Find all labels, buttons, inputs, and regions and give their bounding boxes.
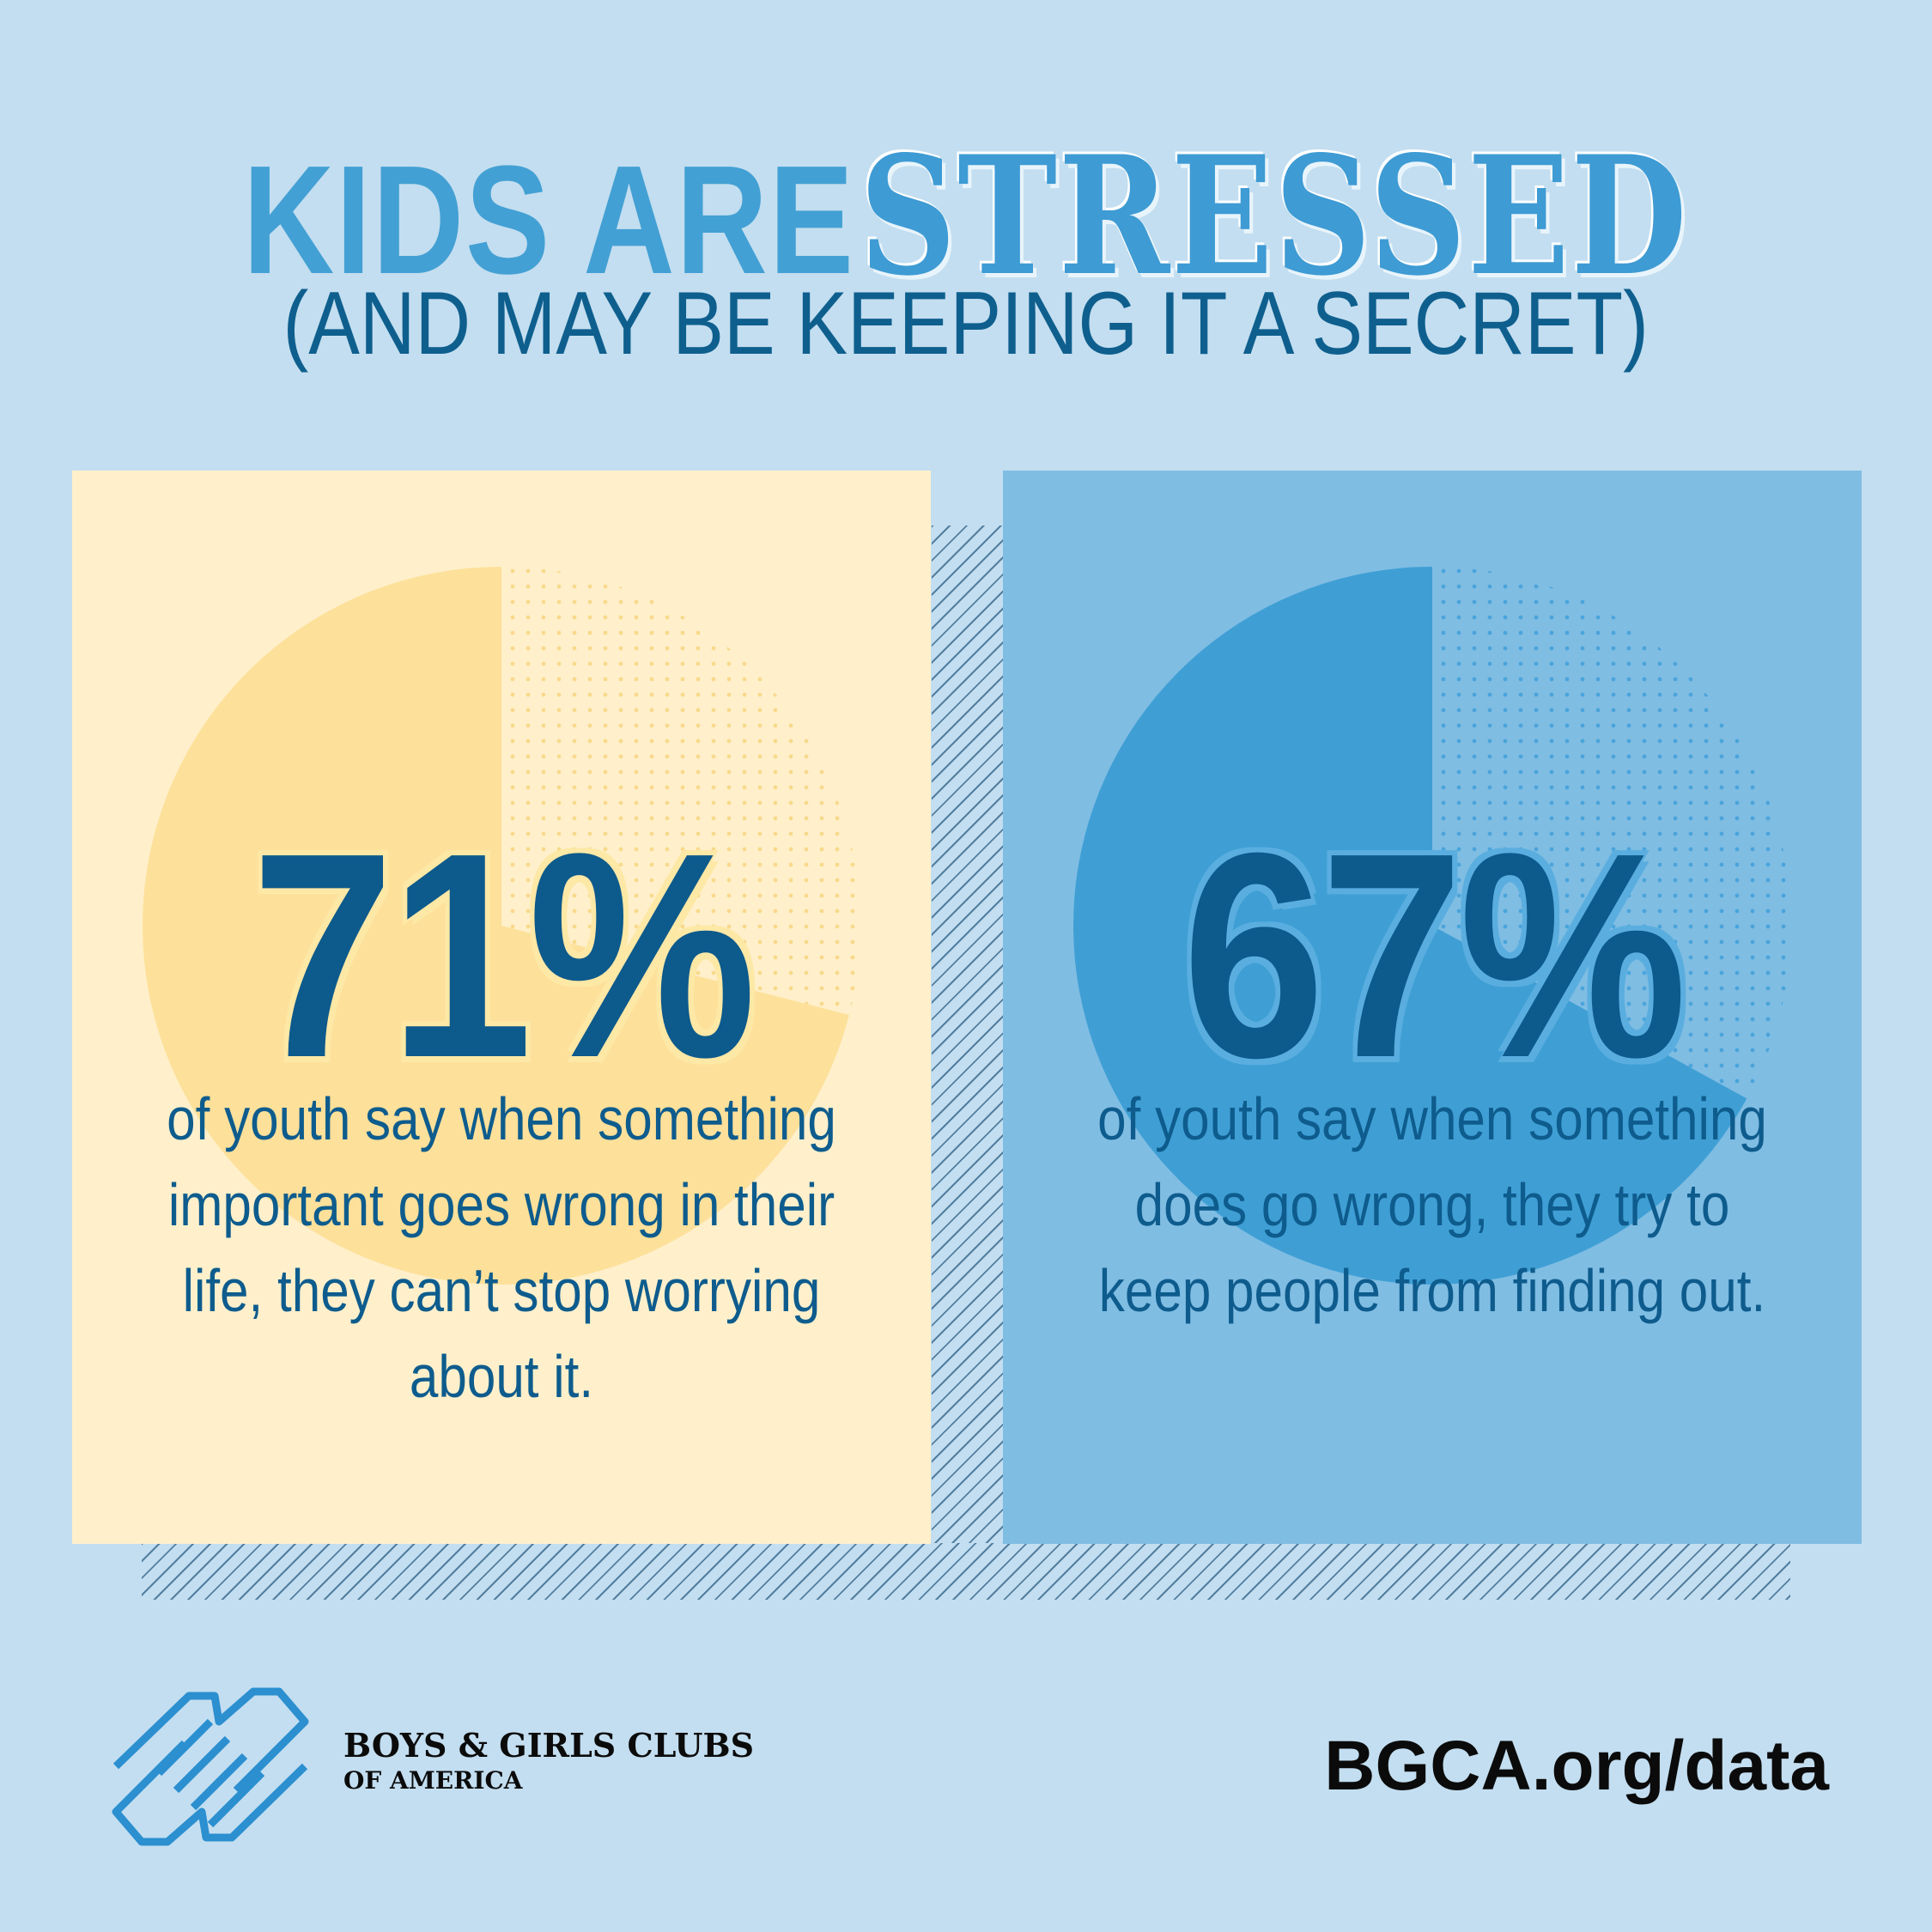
stat-description-left-text: of youth say when something important go… xyxy=(167,1085,836,1410)
pie-slice-value xyxy=(1073,567,1747,1285)
website-link[interactable]: BGCA.org/data xyxy=(1324,1727,1829,1805)
stat-value-left: 71% xyxy=(72,810,931,1102)
title-plain: KIDS ARE xyxy=(243,134,856,307)
stat-panel-right: 67% of youth say when something does go … xyxy=(1003,471,1862,1544)
stat-description-right-text: of youth say when something does go wron… xyxy=(1097,1085,1767,1324)
hatch-shadow-horizontal xyxy=(142,1543,1790,1600)
org-name-line2: OF AMERICA xyxy=(343,1766,523,1795)
pie-chart-right xyxy=(1073,567,1791,1285)
hatch-shadow-vertical xyxy=(932,526,1004,1543)
pie-slice-remainder xyxy=(1432,567,1791,1099)
stat-value-left-text: 71% xyxy=(251,793,756,1119)
org-name: BOYS & GIRLS CLUBS OF AMERICA xyxy=(343,1726,754,1795)
pie-slice-remainder xyxy=(501,567,860,1015)
title-accent: STRESSED xyxy=(860,120,1689,312)
stat-panel-left: 71% of youth say when something importan… xyxy=(72,471,931,1544)
clasped-hands-logo-icon xyxy=(112,1687,309,1846)
org-name-line1: BOYS & GIRLS CLUBS xyxy=(343,1726,755,1765)
subtitle-text: (AND MAY BE KEEPING IT A SECRET) xyxy=(283,274,1649,374)
stat-value-right: 67% xyxy=(1003,810,1862,1102)
subtitle: (AND MAY BE KEEPING IT A SECRET) xyxy=(0,273,1932,375)
page-title: KIDS ARE STRESSED xyxy=(0,120,1932,312)
pie-chart-left xyxy=(142,567,860,1285)
stat-description-left: of youth say when something important go… xyxy=(106,1076,896,1419)
title-line: KIDS ARE STRESSED xyxy=(243,120,1688,312)
stat-value-right-text: 67% xyxy=(1182,793,1687,1119)
pie-slice-value xyxy=(142,567,849,1285)
stat-description-right: of youth say when something does go wron… xyxy=(1037,1076,1827,1334)
